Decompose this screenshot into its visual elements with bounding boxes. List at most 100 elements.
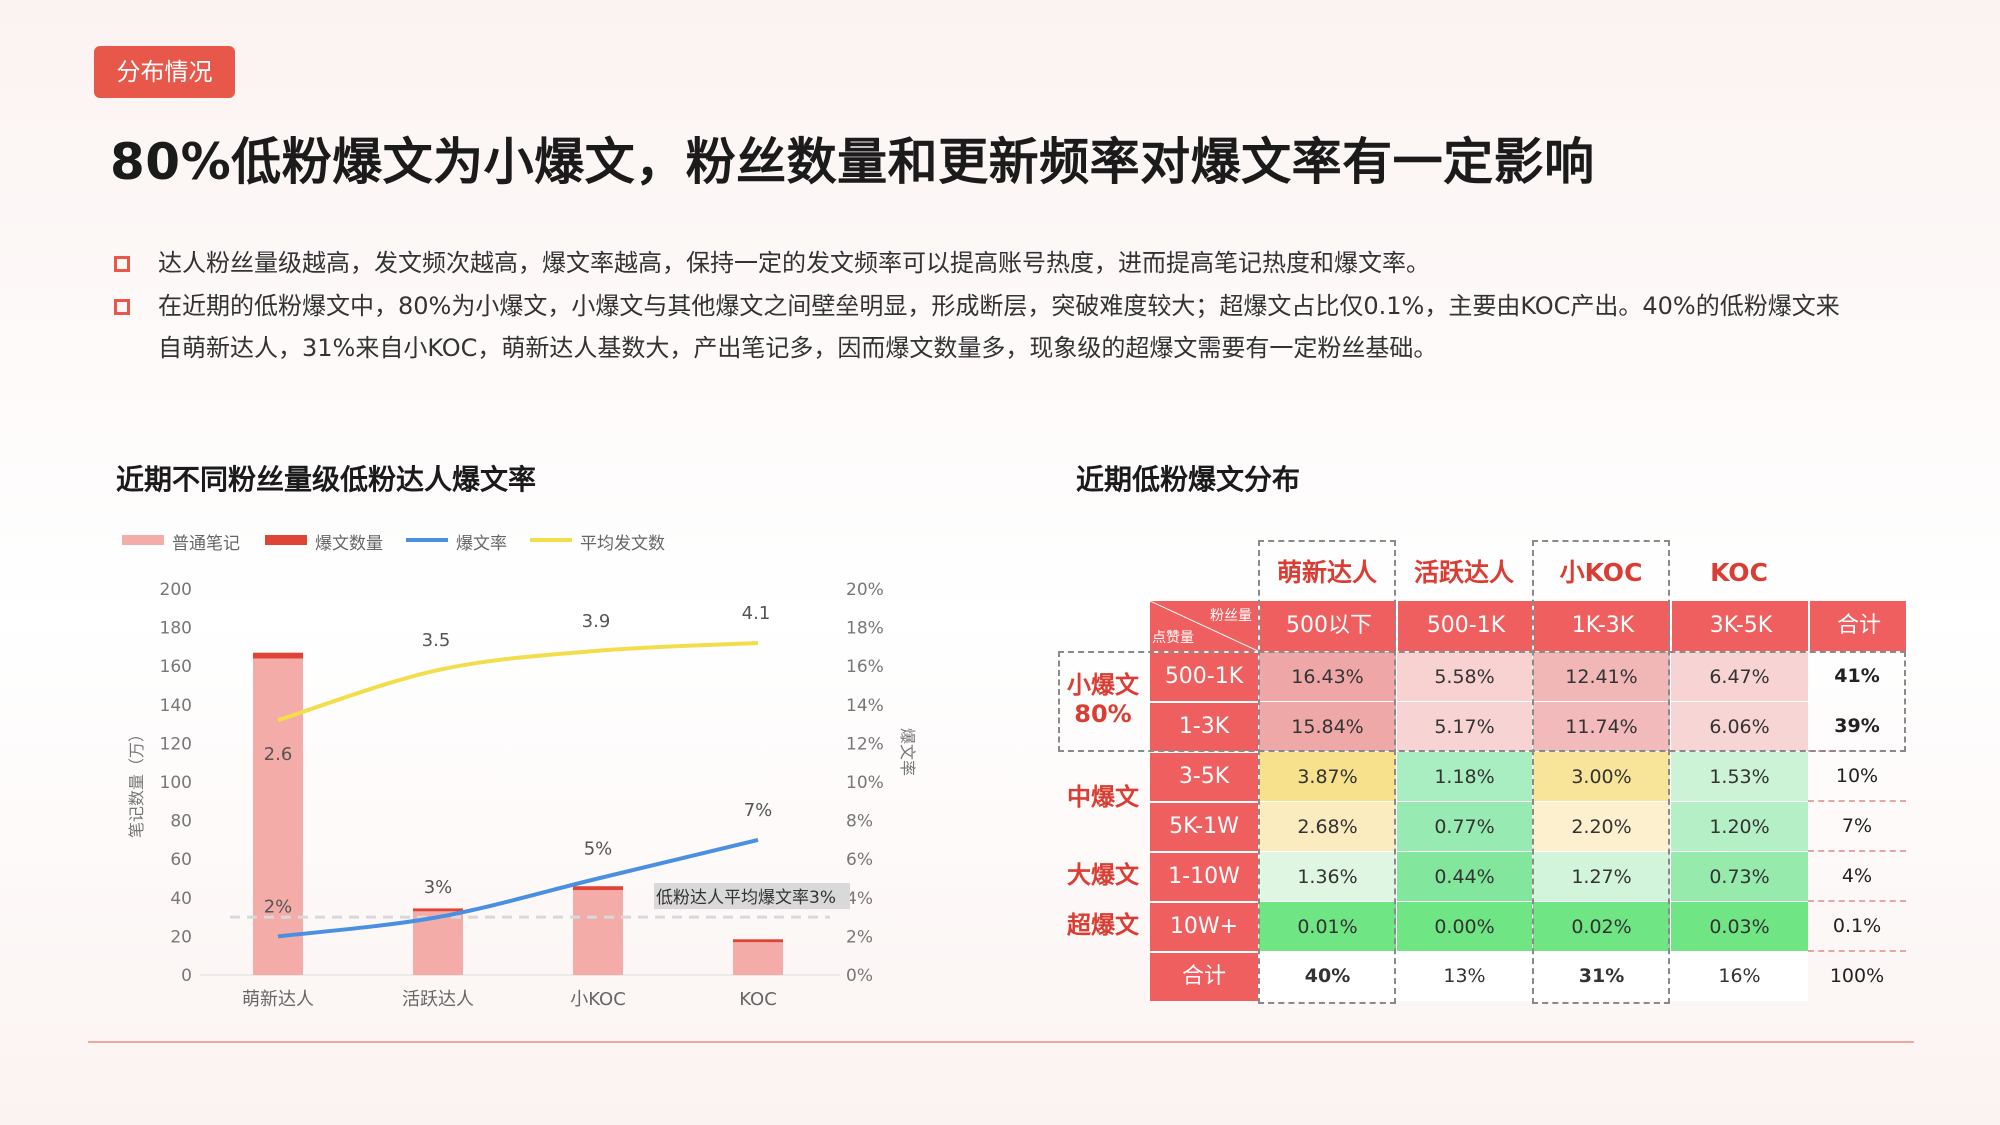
bullet-text: 达人粉丝量级越高，发文频次越高，爆文率越高，保持一定的发文频率可以提高账号热度，… [158,249,1430,277]
y2-tick-label: 10% [846,773,884,793]
column-header: 1K-3K [1532,601,1672,651]
table-cell: 1.53% [1670,751,1808,801]
y2-tick-label: 16% [846,657,884,677]
row-total: 0.1% [1832,915,1882,937]
left-chart-title: 近期不同粉丝量级低粉达人爆文率 [116,463,537,496]
y-tick-label: 200 [160,580,192,600]
x-tick-label: KOC [739,989,777,1010]
table-header-row: 粉丝量 点赞量 500以下 500-1K 1K-3K 3K-5K 合计 [1150,601,1906,651]
table-cell: 0.03% [1670,901,1808,951]
column-group-header: 小KOC [1559,558,1643,587]
bullet-list: 达人粉丝量级越高，发文频次越高，爆文率越高，保持一定的发文频率可以提高账号热度，… [112,242,1932,369]
column-header: 3K-5K [1670,601,1810,651]
table-cell: 3.00% [1532,751,1670,801]
viral-count-bar [733,939,783,943]
table-cell: 0.01% [1258,901,1396,951]
y2-tick-label: 8% [846,812,873,832]
table-cell: 0.00% [1396,901,1532,951]
table-cell: 6.47% [1670,651,1808,701]
row-total: 7% [1841,815,1873,837]
y-tick-label: 40 [170,889,192,909]
bullet-item: 在近期的低粉爆文中，80%为小爆文，小爆文与其他爆文之间壁垒明显，形成断层，突破… [112,285,1858,369]
avg-posts-line [277,641,759,723]
row-separator [1808,750,1906,752]
viral-count-bar [413,908,463,912]
avg-posts-label: 3.5 [422,630,451,651]
table-cell: 16% [1670,951,1808,1001]
legend-label: 爆文数量 [315,534,383,554]
y-tick-label: 80 [170,812,192,832]
x-tick-label: 活跃达人 [402,989,474,1010]
table-cell: 2.20% [1532,801,1670,851]
y-tick-label: 0 [181,966,192,986]
viral-rate-label: 5% [584,839,613,860]
row-label: 3-5K [1150,751,1258,801]
reference-label: 低粉达人平均爆文率3% [656,888,836,908]
legend-label: 爆文率 [456,534,507,554]
y2-tick-label: 18% [846,619,884,639]
legend-swatch [122,535,164,545]
square-bullet-icon [114,299,130,315]
y-tick-label: 120 [160,734,192,754]
table-cell: 16.43% [1258,651,1396,701]
corner-top-label: 粉丝量 [1210,608,1252,624]
table-cell: 11.74% [1532,701,1670,751]
column-group-header: KOC [1710,558,1768,587]
column-group-header: 萌新达人 [1276,558,1377,587]
row-total: 41% [1834,665,1880,687]
viral-rate-chart: 普通笔记 爆文数量 爆文率 平均发文数020406080100120140160180… [122,534,917,1010]
row-total: 100% [1829,965,1885,987]
table-cell: 6.06% [1670,701,1808,751]
row-label: 1-3K [1150,701,1258,751]
x-tick-label: 小KOC [570,989,626,1010]
table-cell: 13% [1396,951,1532,1001]
reference-label-bg [654,883,850,910]
table-cell: 1.27% [1532,851,1670,901]
avg-posts-label: 4.1 [742,603,771,624]
section-tag: 分布情况 [94,46,235,98]
y2-tick-label: 0% [846,966,873,986]
row-total: 10% [1835,765,1879,787]
table-cell: 1.20% [1670,801,1808,851]
legend-swatch [265,535,307,545]
table-cell: 3.87% [1258,751,1396,801]
y2-axis-label: 爆文率 [898,728,917,776]
row-label: 10W+ [1150,901,1258,951]
table-cell: 0.02% [1532,901,1670,951]
column-group-header: 活跃达人 [1413,558,1514,587]
column-header: 500-1K [1396,601,1534,651]
divider [88,1041,1914,1043]
x-tick-label: 萌新达人 [242,989,314,1010]
table-cell: 0.73% [1670,851,1808,901]
row-group-label: 大爆文 [1067,861,1139,889]
normal-note-bar [733,942,783,975]
legend-label: 普通笔记 [172,534,240,554]
legend-swatch [406,538,448,542]
y2-tick-label: 4% [846,889,873,909]
y-tick-label: 160 [160,657,192,677]
y2-tick-label: 12% [846,734,884,754]
right-table-title: 近期低粉爆文分布 [1076,463,1301,496]
table-cell: 1.36% [1258,851,1396,901]
viral-rate-label: 7% [744,800,773,821]
y-axis-label: 笔记数量（万） [127,726,146,838]
column-header: 合计 [1808,601,1908,651]
bullet-text: 在近期的低粉爆文中，80%为小爆文，小爆文与其他爆文之间壁垒明显，形成断层，突破… [158,292,1840,362]
table-cell: 5.58% [1396,651,1532,701]
normal-note-bar [573,890,623,975]
y-tick-label: 20 [170,927,192,947]
row-label: 合计 [1150,951,1258,1001]
column-header: 500以下 [1258,601,1398,651]
corner-bottom-label: 点赞量 [1152,630,1194,646]
viral-count-bar [253,652,303,659]
table-cell: 40% [1258,951,1396,1001]
row-label: 500-1K [1150,651,1258,701]
viral-count-bar [573,886,623,891]
legend-swatch [530,538,572,542]
table-cell: 0.77% [1396,801,1532,851]
corner-header: 粉丝量 点赞量 [1150,601,1258,651]
y-tick-label: 180 [160,619,192,639]
row-separator [1808,950,1906,952]
row-group-label: 小爆文 80% [1067,671,1139,728]
table-cell: 0.44% [1396,851,1532,901]
